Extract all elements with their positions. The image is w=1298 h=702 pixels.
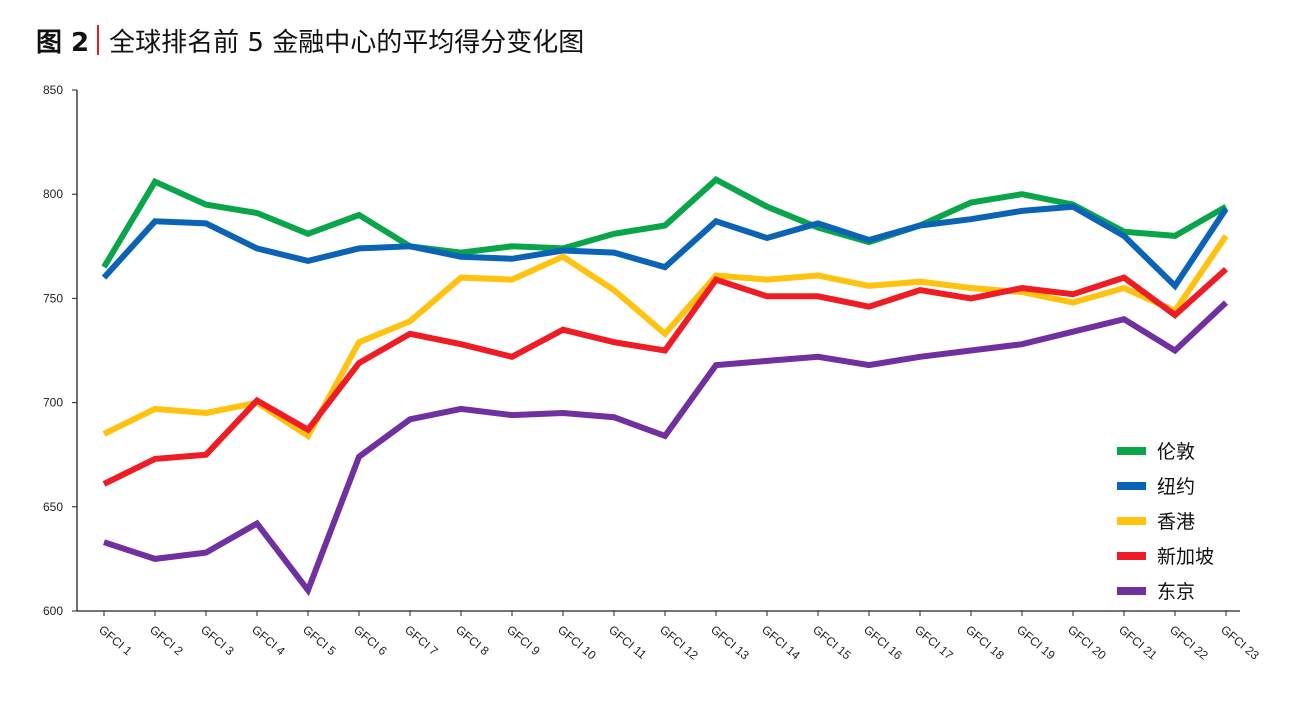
legend-swatch <box>1117 587 1146 595</box>
x-tick-label: GFCI 10 <box>555 623 599 663</box>
series-line <box>101 203 1229 291</box>
legend-swatch <box>1117 517 1146 525</box>
x-tick-label: GFCI 21 <box>1116 623 1160 663</box>
x-tick-label: GFCI 7 <box>402 623 441 659</box>
x-tick-label: GFCI 19 <box>1014 623 1058 663</box>
x-tick-label: GFCI 22 <box>1167 623 1211 663</box>
x-tick-label: GFCI 1 <box>96 623 135 659</box>
chart-axes <box>76 90 1240 612</box>
title-divider <box>97 25 100 55</box>
series-line <box>101 175 1228 269</box>
y-tick-label: 700 <box>43 396 63 410</box>
y-tick-label: 600 <box>43 604 63 618</box>
x-tick-label: GFCI 18 <box>963 623 1007 663</box>
legend-label: 伦敦 <box>1157 441 1195 463</box>
series-lines <box>101 175 1229 597</box>
legend-label: 香港 <box>1157 511 1195 533</box>
series-line <box>102 234 1229 441</box>
x-tick-label: GFCI 16 <box>861 623 905 663</box>
series-line <box>102 266 1229 487</box>
x-tick-label: GFCI 4 <box>249 623 288 659</box>
x-tick-label: GFCI 8 <box>453 623 492 659</box>
x-tick-label: GFCI 3 <box>198 623 237 659</box>
x-tick-label: GFCI 13 <box>708 623 752 663</box>
x-tick-label: GFCI 5 <box>300 623 339 659</box>
legend-label: 东京 <box>1157 581 1195 603</box>
legend-swatch <box>1117 482 1146 490</box>
series-line <box>103 300 1229 597</box>
y-axis-ticks: 600 650 700 750 800 850 <box>43 83 77 618</box>
x-axis-ticks: GFCI 1 GFCI 2 GFCI 3 GFCI 4 GFCI 5 GFCI 6 GFCI… <box>96 611 1262 663</box>
x-tick-label: GFCI 15 <box>810 623 854 663</box>
legend-label: 纽约 <box>1157 476 1195 498</box>
y-tick-label: 850 <box>43 83 63 97</box>
x-tick-label: GFCI 6 <box>351 623 390 659</box>
chart-title: 图 2 全球排名前 5 金融中心的平均得分变化图 <box>36 22 584 58</box>
legend-swatch <box>1117 552 1146 560</box>
x-tick-label: GFCI 20 <box>1065 623 1109 663</box>
x-tick-label: GFCI 11 <box>606 623 649 663</box>
title-text: 全球排名前 5 金融中心的平均得分变化图 <box>109 27 585 58</box>
x-tick-label: GFCI 9 <box>504 623 543 659</box>
legend-label: 新加坡 <box>1157 546 1214 568</box>
y-tick-label: 750 <box>43 291 63 305</box>
x-tick-label: GFCI 12 <box>657 623 701 663</box>
x-tick-label: GFCI 14 <box>759 623 803 663</box>
x-tick-label: GFCI 17 <box>912 623 956 663</box>
figure-label: 图 2 <box>36 27 90 58</box>
y-tick-label: 650 <box>43 500 63 514</box>
legend-swatch <box>1117 447 1146 455</box>
y-tick-label: 800 <box>43 187 63 201</box>
x-tick-label: GFCI 23 <box>1218 623 1262 663</box>
x-tick-label: GFCI 2 <box>147 623 186 659</box>
